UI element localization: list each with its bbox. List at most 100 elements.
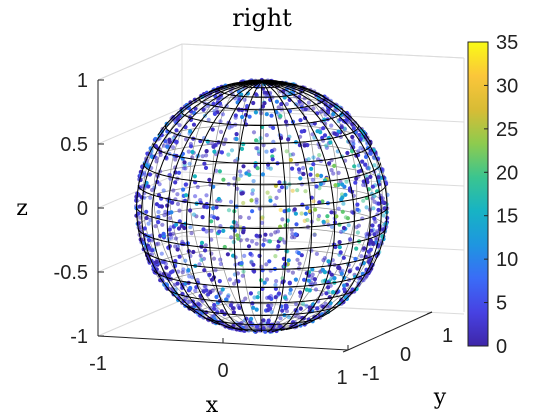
scatter-point <box>231 253 236 258</box>
scatter-point <box>373 219 378 224</box>
scatter-point <box>251 179 256 184</box>
scatter-point <box>144 209 149 214</box>
scatter-point <box>295 257 300 262</box>
scatter-point <box>334 214 339 219</box>
scatter-point <box>212 306 217 311</box>
scatter-point <box>251 130 257 135</box>
wire-line-back <box>137 161 381 184</box>
scatter-point <box>259 278 264 283</box>
scatter-point <box>353 256 358 262</box>
scatter-point <box>339 125 344 130</box>
scatter-point <box>274 99 279 104</box>
scatter-point <box>298 118 303 123</box>
scatter-point <box>322 133 328 138</box>
scatter-point <box>260 268 265 273</box>
scatter-point <box>241 200 246 206</box>
scatter-point <box>364 205 369 210</box>
scatter-point <box>299 182 304 187</box>
wire-line-front <box>167 288 357 304</box>
scatter-point <box>238 173 243 178</box>
scatter-point <box>362 246 367 251</box>
scatter-point <box>174 120 179 125</box>
scatter-point <box>276 244 281 249</box>
scatter-point <box>192 302 197 307</box>
wire-line-front <box>261 81 388 271</box>
scatter-point <box>354 246 359 251</box>
z-gridline-back <box>181 171 465 187</box>
scatter-point <box>271 125 276 130</box>
scatter-point <box>173 244 178 249</box>
scatter-point <box>363 275 368 280</box>
scatter-point <box>284 102 289 107</box>
scatter-point <box>274 279 279 284</box>
scatter-point <box>301 171 306 177</box>
scatter-point <box>245 237 250 242</box>
scatter-point <box>371 206 376 211</box>
scatter-point <box>295 188 300 193</box>
scatter-point <box>340 209 345 214</box>
wire-line-front <box>166 81 263 329</box>
scatter-point <box>236 177 241 182</box>
scatter-point <box>170 200 175 205</box>
z-axis-label: z <box>16 196 28 221</box>
scatter-point <box>274 195 279 200</box>
scatter-point <box>181 187 186 192</box>
scatter-point <box>202 268 207 273</box>
scatter-point <box>339 271 344 276</box>
scatter-point <box>299 253 304 258</box>
scatter-point <box>211 144 216 149</box>
scatter-point <box>273 254 278 259</box>
scatter-point <box>314 184 319 189</box>
y-tick-mark <box>426 311 433 315</box>
scatter-point <box>315 306 320 311</box>
scatter-point <box>236 236 241 241</box>
scatter-point <box>219 150 224 155</box>
scatter-point <box>238 169 243 174</box>
scatter-point <box>336 206 341 211</box>
scatter-point <box>254 233 259 238</box>
scatter-point <box>177 254 182 259</box>
scatter-point <box>235 223 240 228</box>
scatter-point <box>217 169 222 174</box>
scatter-point <box>269 309 274 315</box>
scatter-point <box>226 152 231 157</box>
scatter-point <box>376 201 381 206</box>
scatter-point <box>189 231 194 236</box>
scatter-point <box>146 221 151 226</box>
wire-line-front <box>157 81 263 136</box>
scatter-point <box>254 324 260 329</box>
wire-line-front <box>185 81 263 331</box>
scatter-point <box>260 104 266 109</box>
scatter-point <box>144 215 149 221</box>
scatter-point <box>221 228 226 233</box>
scatter-point <box>206 117 211 122</box>
scatter-point <box>254 197 259 202</box>
scatter-point <box>224 103 229 109</box>
scatter-point <box>290 270 295 275</box>
wire-line-front <box>143 162 381 186</box>
scatter-point <box>231 310 236 315</box>
scatter-point <box>204 149 209 154</box>
scatter-point <box>268 198 273 203</box>
scatter-point <box>264 262 269 267</box>
scatter-point <box>301 301 306 306</box>
scatter-point <box>201 227 206 232</box>
scatter-point <box>326 259 331 264</box>
scatter-point <box>277 188 282 193</box>
scatter-point <box>171 188 176 193</box>
scatter-point <box>355 230 360 235</box>
scatter-point <box>372 163 377 168</box>
scatter-point <box>311 155 316 160</box>
scatter-point <box>250 188 255 193</box>
scatter-point <box>354 176 359 181</box>
scatter-point <box>176 226 182 231</box>
colorbar-tick-label: 5 <box>496 293 507 315</box>
scatter-point <box>257 253 262 258</box>
wire-line-back <box>169 81 263 331</box>
scatter-point <box>218 257 223 262</box>
scatter-point <box>262 237 267 242</box>
scatter-point <box>324 291 329 296</box>
scatter-point <box>174 128 179 133</box>
scatter-point <box>200 215 205 220</box>
